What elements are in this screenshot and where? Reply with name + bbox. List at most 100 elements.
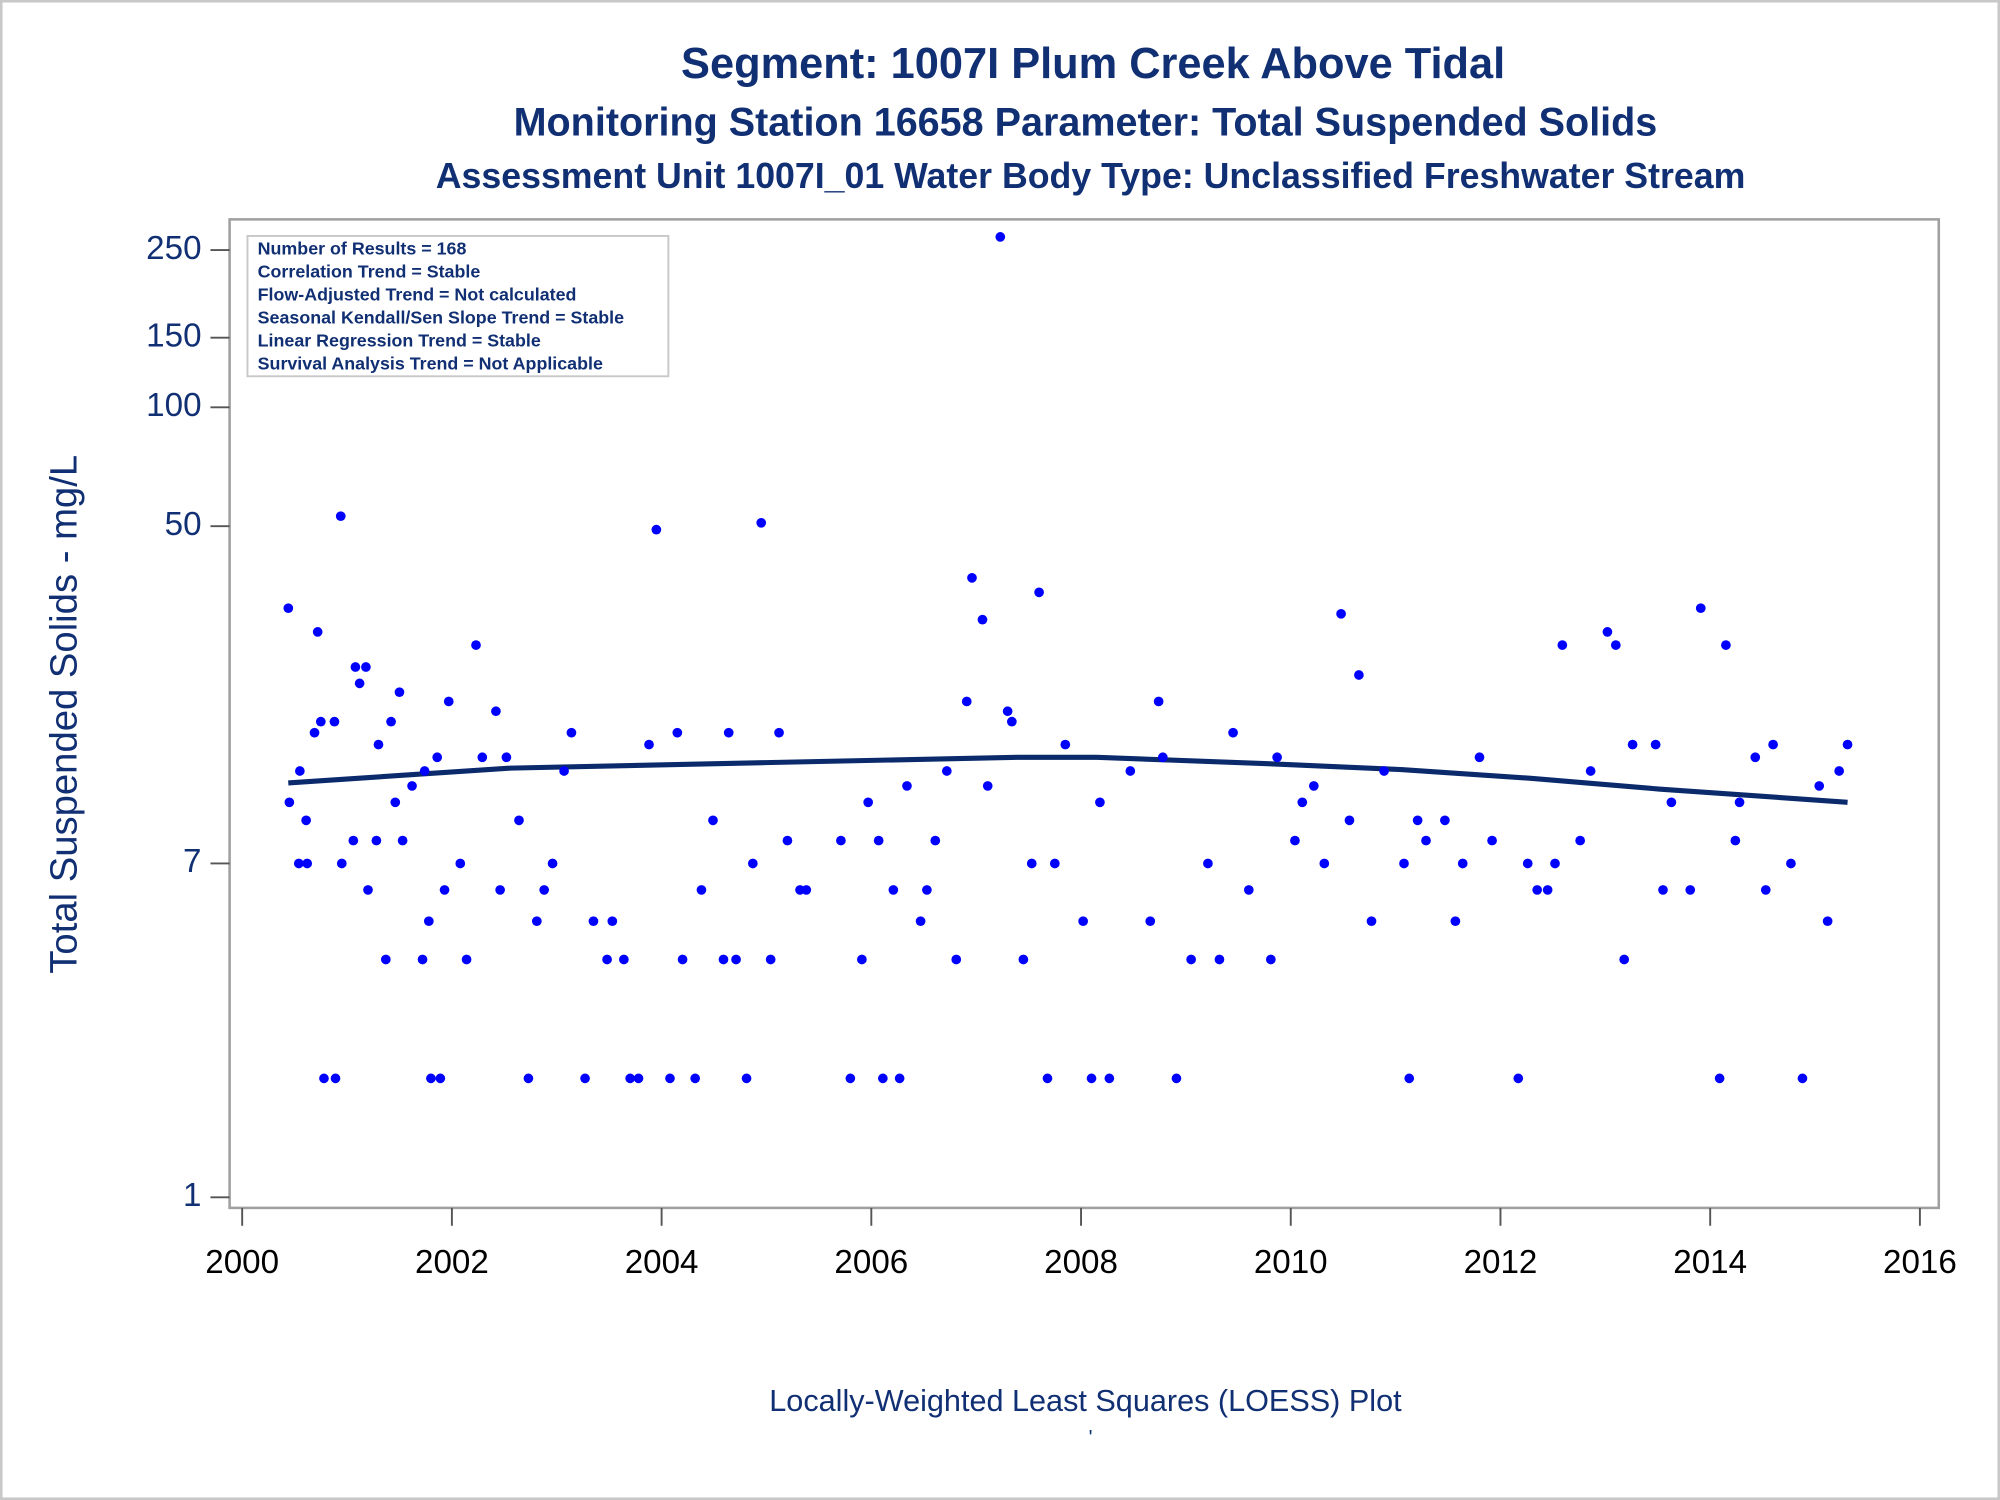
data-point (1842, 739, 1853, 750)
data-point (1042, 1073, 1053, 1084)
data-point (873, 835, 884, 846)
footnote: ' (1089, 1427, 1093, 1449)
data-point (477, 752, 488, 763)
data-point (283, 603, 294, 614)
data-point (1721, 640, 1731, 650)
data-point (1228, 727, 1238, 738)
data-point (708, 815, 718, 826)
data-point (559, 766, 569, 776)
data-point (1290, 835, 1300, 846)
data-point (1002, 706, 1013, 717)
data-point (566, 727, 577, 738)
data-point (696, 885, 707, 895)
data-point (625, 1073, 635, 1084)
data-point (915, 916, 926, 927)
data-point (1171, 1073, 1182, 1084)
data-point (1487, 835, 1497, 846)
data-point (1450, 916, 1461, 927)
data-point (1522, 858, 1533, 869)
data-point (1421, 835, 1431, 846)
data-point (1532, 885, 1543, 895)
data-point (329, 716, 340, 727)
data-point (801, 885, 812, 895)
data-point (547, 858, 558, 869)
chart-title: Segment: 1007I Plum Creek Above Tidal (681, 40, 1505, 88)
y-tick-label: 250 (146, 230, 201, 267)
data-point (354, 678, 365, 689)
data-point (982, 781, 993, 791)
data-point (644, 739, 654, 750)
data-point (1006, 716, 1017, 727)
data-point (588, 916, 599, 927)
data-point (894, 1073, 905, 1084)
data-point (435, 1073, 446, 1084)
data-point (1834, 766, 1845, 776)
data-point (1272, 752, 1282, 763)
data-point (539, 885, 550, 895)
data-point (432, 752, 443, 763)
data-point (363, 885, 373, 895)
info-line: Flow-Adjusted Trend = Not calculated (258, 285, 577, 305)
data-point (1203, 858, 1213, 869)
data-point (665, 1073, 675, 1084)
data-point (747, 858, 758, 869)
y-tick-label: 150 (146, 317, 201, 354)
data-point (1797, 1073, 1808, 1084)
data-point (651, 524, 662, 535)
data-point (1585, 766, 1596, 776)
data-point (1666, 797, 1677, 808)
data-point (302, 858, 313, 869)
data-point (523, 1073, 534, 1084)
data-point (455, 858, 466, 869)
data-point (1354, 670, 1364, 680)
data-point (677, 954, 688, 965)
data-point (602, 954, 612, 965)
data-point (1627, 739, 1638, 750)
data-point (386, 716, 396, 727)
data-point (293, 858, 304, 869)
data-point (301, 815, 311, 826)
data-point (371, 835, 382, 846)
data-point (397, 835, 408, 846)
data-point (1308, 781, 1319, 791)
data-point (922, 885, 932, 895)
data-point (1685, 885, 1696, 895)
data-point (1602, 627, 1613, 637)
data-point (423, 916, 434, 927)
data-point (309, 727, 320, 738)
data-point (995, 232, 1006, 242)
data-point (1619, 954, 1630, 965)
data-point (723, 727, 734, 738)
loess-line (288, 754, 1848, 805)
y-tick-label: 50 (165, 506, 202, 543)
data-point (1078, 916, 1088, 927)
data-point (930, 835, 941, 846)
data-point (1214, 954, 1225, 965)
data-point (1319, 858, 1330, 869)
data-point (1095, 797, 1105, 808)
data-point (756, 517, 767, 528)
data-point (1060, 739, 1071, 750)
data-point (514, 815, 524, 826)
x-axis-label: Locally-Weighted Least Squares (LOESS) P… (769, 1384, 1402, 1418)
chart-subtitle: Assessment Unit 1007I_01 Water Body Type… (436, 156, 1746, 196)
data-point (1575, 835, 1586, 846)
x-tick-label: 2014 (1673, 1244, 1747, 1281)
data-point (319, 1073, 329, 1084)
data-point (1104, 1073, 1115, 1084)
data-point (951, 954, 962, 965)
data-point (1734, 797, 1745, 808)
data-point (1814, 781, 1825, 791)
data-point (857, 954, 867, 965)
data-point (294, 766, 305, 776)
data-point (902, 781, 912, 791)
data-point (1750, 752, 1761, 763)
info-box (246, 235, 670, 378)
data-point (1125, 766, 1136, 776)
data-point (1399, 858, 1409, 869)
info-line: Correlation Trend = Stable (258, 262, 481, 282)
x-tick-label: 2008 (1044, 1244, 1118, 1281)
data-point (461, 954, 472, 965)
data-point (1440, 815, 1450, 826)
